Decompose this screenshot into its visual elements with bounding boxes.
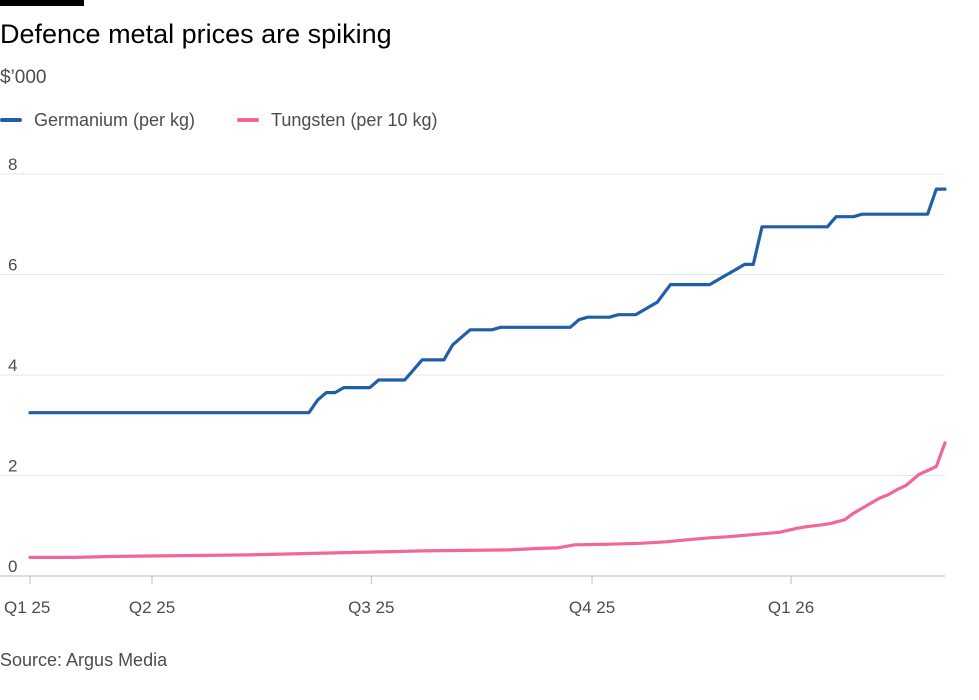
line-chart: 0 2 4 6 8 Q1 25 Q2 25 Q3 25 Q4 25 Q1 26 <box>0 155 947 617</box>
x-tick-label: Q3 25 <box>348 598 394 617</box>
series-line-tungsten <box>28 441 947 560</box>
source-note: Source: Argus Media <box>0 650 168 670</box>
x-tick-label: Q2 25 <box>129 598 175 617</box>
y-tick-label: 2 <box>8 457 17 476</box>
x-axis-tick-labels: Q1 25 Q2 25 Q3 25 Q4 25 Q1 26 <box>4 576 814 617</box>
legend-label-tungsten: Tungsten (per 10 kg) <box>271 109 438 130</box>
y-tick-label: 8 <box>8 155 17 174</box>
y-axis-unit-label: $’000 <box>0 67 47 88</box>
y-tick-label: 0 <box>8 557 17 576</box>
chart-title: Defence metal prices are spiking <box>0 19 392 49</box>
x-tick-label: Q1 26 <box>768 598 814 617</box>
x-tick-label: Q1 25 <box>4 598 50 617</box>
legend-label-germanium: Germanium (per kg) <box>34 109 196 130</box>
y-tick-label: 6 <box>8 256 17 275</box>
y-tick-label: 4 <box>8 356 17 375</box>
legend-swatch-germanium <box>0 118 22 122</box>
data-series <box>28 187 947 560</box>
brand-top-bar <box>0 0 84 6</box>
series-line-germanium <box>28 187 947 415</box>
legend-item-germanium: Germanium (per kg) <box>0 110 195 131</box>
x-tick-label: Q4 25 <box>569 598 615 617</box>
legend-swatch-tungsten <box>237 118 260 122</box>
gridlines <box>0 173 945 577</box>
y-axis-tick-labels: 0 2 4 6 8 <box>8 155 17 576</box>
chart-legend: Germanium (per kg) Tungsten (per 10 kg) <box>0 108 437 132</box>
legend-item-tungsten: Tungsten (per 10 kg) <box>237 110 437 131</box>
